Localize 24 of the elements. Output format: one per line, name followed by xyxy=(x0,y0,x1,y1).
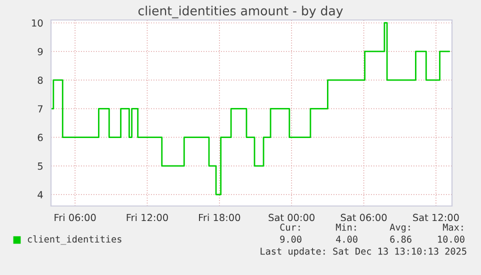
legend-label: client_identities xyxy=(28,235,122,245)
x-tick-label: Sat 00:00 xyxy=(268,214,314,222)
y-tick-label: 10 xyxy=(32,19,43,27)
text: 9.00 xyxy=(280,236,302,243)
text: 6.86 xyxy=(390,236,412,243)
text: Max: xyxy=(442,224,463,231)
x-tick-label: Sat 06:00 xyxy=(340,214,387,222)
text: 4.00 xyxy=(336,236,358,243)
y-tick-label: 5 xyxy=(38,162,43,170)
x-tick-label: Fri 18:00 xyxy=(199,214,240,222)
chart-title: client_identities amount - by day xyxy=(138,6,343,18)
x-tick-label: Sat 12:00 xyxy=(413,214,459,222)
text: 10.00 xyxy=(438,236,464,243)
y-tick-label: 7 xyxy=(38,105,43,112)
text: Last update: Sat Dec 13 13:10:13 2025 xyxy=(260,248,466,257)
y-tick-label: 4 xyxy=(38,191,43,198)
y-tick-label: 9 xyxy=(38,48,43,56)
text: Cur: xyxy=(280,224,300,231)
y-tick-label: 8 xyxy=(38,76,43,84)
y-tick-label: 6 xyxy=(38,134,43,142)
text: Avg: xyxy=(390,224,410,233)
x-tick-label: Fri 12:00 xyxy=(126,214,168,222)
text: Min: xyxy=(336,224,356,231)
x-tick-label: Fri 06:00 xyxy=(54,214,96,222)
